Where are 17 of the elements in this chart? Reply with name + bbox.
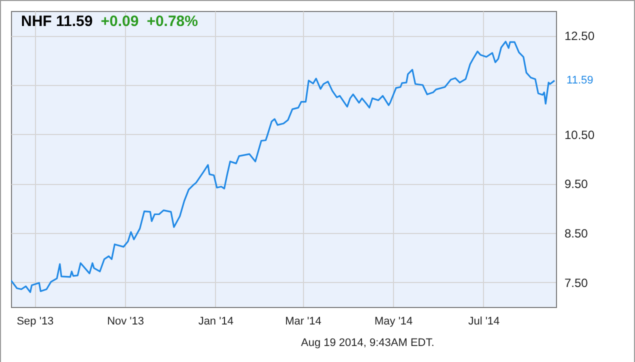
- chart-title: NHF 11.59: [21, 13, 93, 30]
- x-tick-label: Sep '13: [16, 316, 54, 328]
- x-tick-label: Mar '14: [285, 316, 322, 328]
- x-tick-label: May '14: [374, 316, 413, 328]
- text: Aug 19 2014, 9:43AM EDT.: [301, 337, 434, 349]
- y-tick-label: 10.50: [564, 128, 595, 142]
- x-tick-label: Nov '13: [107, 316, 144, 328]
- annotation: +0.09: [100, 13, 139, 30]
- y-tick-label: 8.50: [564, 226, 588, 240]
- y-tick-label: 7.50: [564, 276, 588, 290]
- annotation: 11.59: [566, 74, 594, 87]
- annotation: +0.78%: [146, 13, 198, 30]
- x-tick-label: Jul '14: [468, 316, 500, 328]
- x-tick-label: Jan '14: [198, 316, 234, 328]
- y-tick-label: 12.50: [564, 29, 595, 44]
- line-series: [11, 40, 556, 293]
- y-tick-label: 9.50: [564, 177, 588, 192]
